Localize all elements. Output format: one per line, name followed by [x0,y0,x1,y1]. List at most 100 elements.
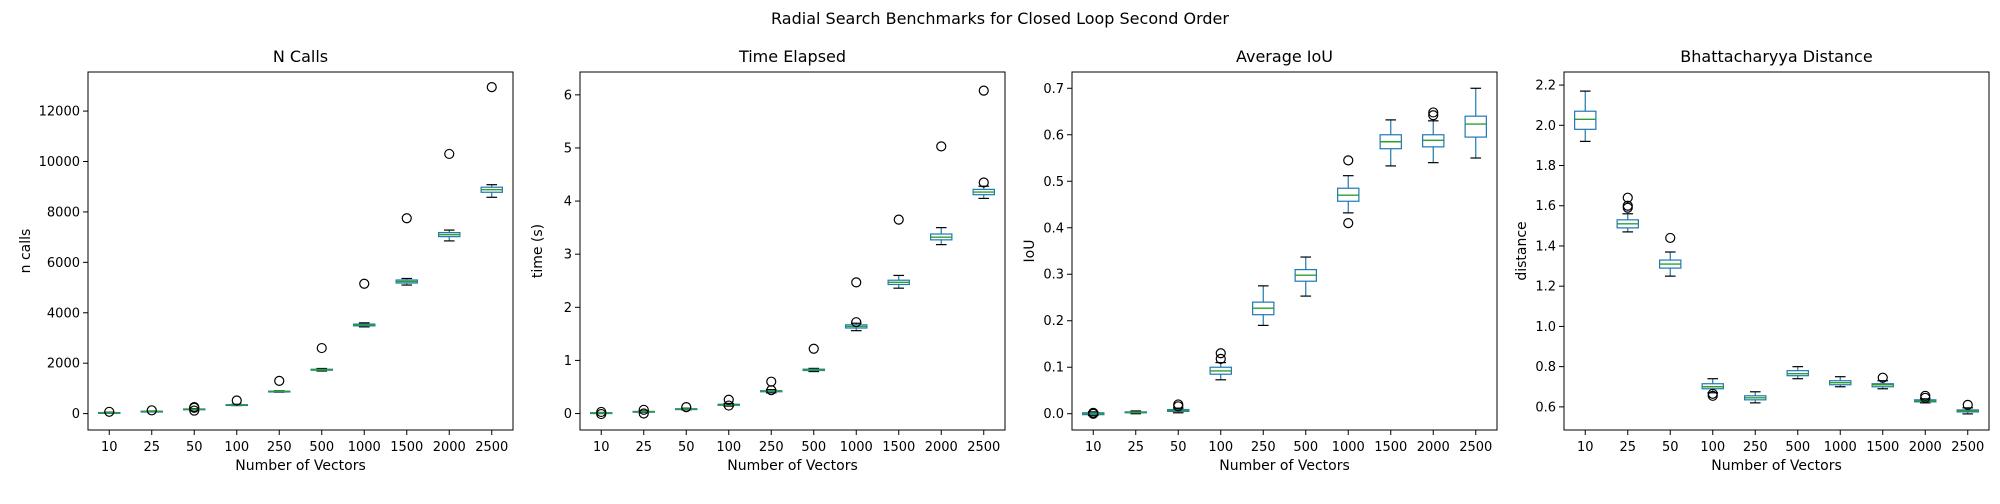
y-tick-label: 0.3 [1043,268,1064,283]
box-25 [1124,410,1147,415]
box-1000 [353,278,376,328]
y-axis-label: n calls [18,229,34,274]
outlier-point [1622,192,1633,203]
outlier-point [274,375,285,386]
x-tick-label: 2500 [1951,440,1984,455]
y-axis-label: time (s) [530,224,546,278]
x-tick-label: 1500 [1374,440,1407,455]
box-100 [717,394,740,411]
y-tick-label: 4 [564,195,572,210]
x-axis-label: Number of Vectors [235,458,366,474]
box-250 [760,376,783,396]
box-25 [140,405,163,416]
panel-title: Average IoU [1236,47,1333,66]
y-tick-label: 1.8 [1535,159,1556,174]
box-500 [1786,366,1809,380]
outlier-point [1622,200,1633,211]
x-tick-label: 2500 [1459,440,1492,455]
x-tick-label: 250 [1743,440,1768,455]
box-1000 [845,277,868,332]
outlier-point [936,141,947,152]
y-tick-label: 8000 [47,205,80,220]
x-tick-label: 500 [1293,440,1318,455]
chart-panel-4: Bhattacharyya Distance 0.6 0.8 1.0 1.2 1.4 1.6… [1514,47,1990,474]
x-tick-label: 500 [309,440,334,455]
y-tick-label: 0.6 [1043,128,1064,143]
plot-frame [1563,71,1990,431]
y-tick-label: 1.2 [1535,280,1556,295]
box-50 [1167,399,1190,414]
box-500 [802,343,825,373]
y-tick-label: 1 [564,354,572,369]
outlier-point [1215,348,1226,359]
outlier-point [638,404,649,415]
outlier-point [978,177,989,188]
box-2500 [972,85,995,200]
x-tick-label: 2000 [1417,440,1450,455]
x-tick-label: 10 [101,440,118,455]
box-500 [1294,256,1317,297]
box-1500 [1379,119,1402,167]
box-100 [1209,348,1232,381]
x-axis-label: Number of Vectors [1711,458,1842,474]
y-tick-label: 6 [564,88,572,103]
outlier-point [104,406,115,417]
y-tick-label: 2.2 [1535,79,1556,94]
box-500 [310,342,333,372]
x-tick-label: 25 [1619,440,1636,455]
box-250 [268,375,291,393]
outlier-point [851,277,862,288]
y-tick-label: 0 [564,407,572,422]
x-tick-label: 100 [224,440,249,455]
y-tick-label: 2 [564,301,572,316]
y-tick-label: 1.4 [1535,239,1556,254]
x-tick-label: 100 [1208,440,1233,455]
box-2500 [480,82,503,198]
outlier-point [638,408,649,419]
x-tick-label: 250 [1251,440,1276,455]
box-250 [1744,391,1767,404]
x-tick-label: 50 [1170,440,1187,455]
x-axis-label: Number of Vectors [1219,458,1350,474]
outlier-point [1088,407,1099,418]
x-tick-label: 2500 [475,440,508,455]
y-tick-label: 4000 [47,306,80,321]
outlier-point [723,394,734,405]
outlier-point [1215,353,1226,364]
y-tick-label: 0.1 [1043,361,1064,376]
box-50 [1659,232,1682,277]
outlier-point [146,405,157,416]
chart-panel-1: N Calls 0 2000 4000 6000 8000 10000 12000 10 25 50… [18,47,514,474]
plot-frame [1071,71,1498,431]
chart-panel-3: Average IoU 0.0 0.1 0.2 0.3 0.4 0.5 0.6 0.7 10 25 5… [1022,47,1498,474]
outlier-point [189,401,200,413]
box-25 [632,404,655,419]
outlier-point [978,85,989,96]
outlier-point [681,402,692,413]
outlier-point [893,214,904,225]
box-10 [590,406,613,420]
x-tick-label: 50 [678,440,695,455]
x-tick-label: 500 [801,440,826,455]
x-tick-label: 100 [1700,440,1725,455]
outlier-point [359,278,370,289]
iqr-box [1464,115,1487,138]
y-tick-label: 0.4 [1043,221,1064,236]
outlier-point [486,82,497,93]
figure-title: Radial Search Benchmarks for Closed Loop… [771,9,1229,28]
outlier-point [1343,155,1354,166]
box-10 [98,406,121,417]
x-tick-label: 1000 [840,440,873,455]
y-tick-label: 0.8 [1535,360,1556,375]
x-tick-label: 1000 [348,440,381,455]
x-tick-label: 10 [593,440,610,455]
box-1500 [1871,372,1894,390]
outlier-point [1877,372,1888,383]
x-tick-label: 2000 [1909,440,1942,455]
box-2000 [930,141,953,246]
y-tick-label: 6000 [47,256,80,271]
y-tick-label: 3 [564,248,572,263]
outlier-point [723,400,734,411]
outlier-point [1962,399,1973,410]
